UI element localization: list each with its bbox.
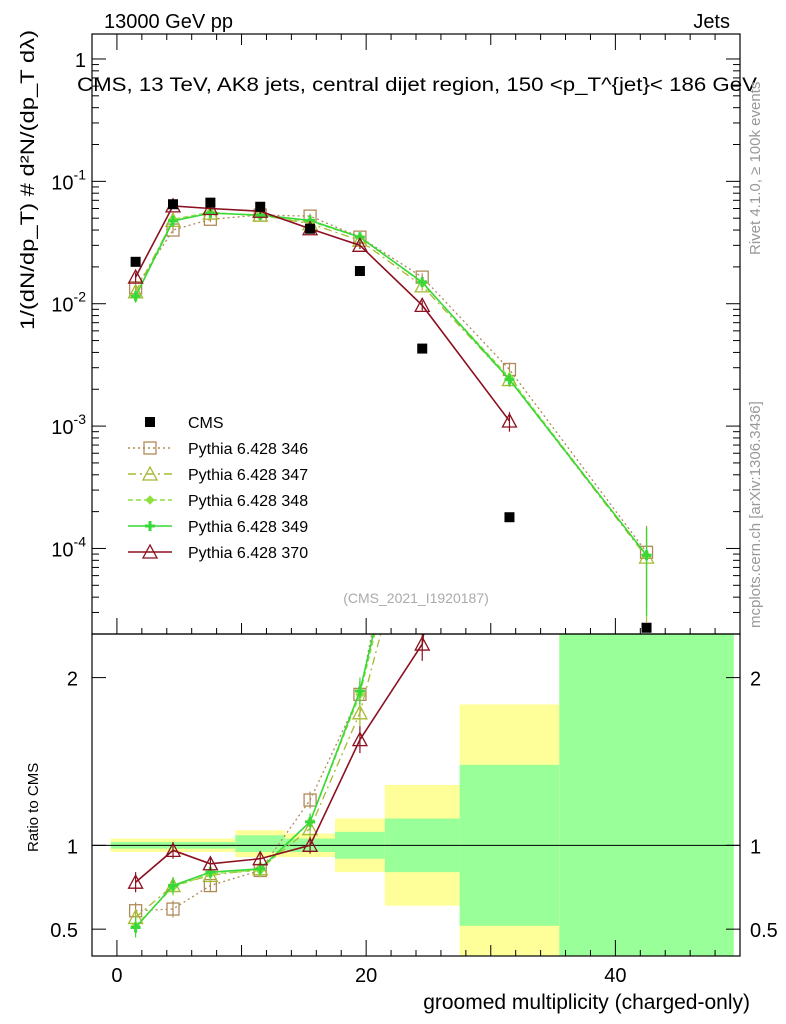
main-ytick-label-2: 10-2 bbox=[51, 289, 86, 317]
xtick-label-0: 0 bbox=[111, 965, 122, 987]
uncertainty-bands bbox=[92, 634, 740, 956]
ratio-ytick-label-left-0: 0.5 bbox=[50, 920, 78, 942]
ratio-point-1-5 bbox=[351, 704, 369, 720]
ratio-point-4-6 bbox=[414, 635, 431, 651]
cms-point-6 bbox=[417, 343, 428, 354]
main-point-4-6 bbox=[414, 296, 431, 312]
legend-label-1: Pythia 6.428 347 bbox=[188, 467, 308, 484]
main-ytick-label-4: 1 bbox=[75, 50, 86, 72]
ratio-point-4-0 bbox=[127, 873, 144, 889]
legend-label-cms: CMS bbox=[188, 415, 224, 432]
ratio-line-2 bbox=[135, 634, 376, 927]
main-point-3-4 bbox=[305, 215, 316, 226]
ratio-point-4-2 bbox=[202, 855, 219, 871]
band-inner-1 bbox=[235, 835, 286, 853]
main-ytick-label-1: 10-3 bbox=[51, 411, 86, 439]
legend-label-2: Pythia 6.428 348 bbox=[188, 493, 308, 510]
ratio-point-3-5 bbox=[354, 686, 365, 697]
ratio-ytick-label-left-2: 2 bbox=[67, 669, 78, 691]
ratio-point-4-4 bbox=[301, 836, 319, 852]
main-ytick-label-3: 10-1 bbox=[51, 166, 86, 194]
main-point-3-1 bbox=[168, 215, 178, 226]
ratio-point-3-1 bbox=[168, 880, 178, 891]
main-ytick-exp-1: -3 bbox=[74, 411, 87, 427]
main-series-layer bbox=[127, 197, 655, 633]
main-y-axis-label: 1/(dN/dp_T) # d²N/(dp_T dλ) bbox=[18, 30, 39, 330]
ratio-ytick-label-left-1: 1 bbox=[67, 836, 78, 858]
ratio-point-3-3 bbox=[255, 863, 266, 874]
main-ytick-exp-0: -4 bbox=[74, 533, 87, 549]
cms-point-4 bbox=[305, 223, 316, 234]
main-point-3-7 bbox=[504, 374, 515, 385]
ratio-line-4 bbox=[135, 634, 425, 883]
ratio-ytick-label-right-2: 2 bbox=[750, 669, 761, 691]
ratio-y-axis-label: Ratio to CMS bbox=[25, 763, 42, 852]
legend-marker-4 bbox=[141, 543, 159, 559]
main-ytick-label-0: 10-4 bbox=[51, 533, 86, 561]
ratio-point-0-4 bbox=[303, 793, 317, 807]
main-point-4-0 bbox=[127, 268, 144, 284]
cms-point-7 bbox=[504, 512, 515, 523]
main-line-2 bbox=[135, 211, 648, 557]
main-point-4-7 bbox=[501, 412, 518, 428]
cms-point-3 bbox=[255, 201, 266, 212]
ratio-ytick-label-right-1: 1 bbox=[750, 836, 761, 858]
ratio-point-4-5 bbox=[351, 731, 369, 747]
band-inner-6 bbox=[559, 634, 734, 956]
main-point-4-5 bbox=[351, 236, 369, 252]
main-line-0 bbox=[135, 214, 648, 553]
ratio-point-1-4 bbox=[301, 820, 319, 836]
legend-label-3: Pythia 6.428 349 bbox=[188, 519, 308, 536]
header-left: 13000 GeV pp bbox=[104, 11, 233, 33]
legend-label-0: Pythia 6.428 346 bbox=[188, 441, 308, 458]
main-point-4-2 bbox=[202, 200, 219, 216]
ratio-point-3-0 bbox=[130, 922, 141, 933]
cms-point-8 bbox=[641, 622, 652, 633]
ratio-point-4-1 bbox=[164, 841, 182, 857]
legend: CMS Pythia 6.428 346 Pythia 6.428 347 Pythi… bbox=[128, 415, 308, 562]
legend-marker-1 bbox=[141, 465, 159, 481]
x-axis-label: groomed multiplicity (charged-only) bbox=[423, 991, 750, 1014]
xtick-label-1: 20 bbox=[355, 965, 377, 987]
axis-ticks: 10-410-310-210-110.5 0.51 12 20 20 40 bbox=[50, 34, 778, 987]
mcplots-label: mcplots.cern.ch [arXiv:1306.3436] bbox=[747, 401, 764, 628]
ratio-ytick-label-right-0: 0.5 bbox=[750, 920, 778, 942]
main-point-3-6 bbox=[417, 277, 428, 288]
main-point-3-8 bbox=[641, 550, 652, 561]
main-ytick-exp-3: -1 bbox=[74, 166, 87, 182]
main-line-4 bbox=[134, 205, 511, 422]
legend-marker-3 bbox=[145, 521, 155, 531]
legend-marker-2 bbox=[145, 495, 155, 505]
main-ytick-exp-2: -2 bbox=[74, 289, 87, 305]
chart-title: CMS, 13 TeV, AK8 jets, central dijet reg… bbox=[77, 75, 757, 96]
ratio-point-3-4 bbox=[305, 816, 316, 827]
ratio-point-0-1 bbox=[166, 902, 180, 916]
legend-marker-0 bbox=[143, 441, 157, 455]
legend-label-4: Pythia 6.428 370 bbox=[188, 545, 308, 562]
cms-point-5 bbox=[354, 266, 365, 277]
cms-point-1 bbox=[168, 199, 178, 210]
main-plot-frame bbox=[91, 33, 741, 635]
cms-point-0 bbox=[130, 256, 141, 267]
ratio-point-4-3 bbox=[252, 850, 269, 866]
xtick-label-2: 40 bbox=[604, 965, 626, 987]
rivet-label: Rivet 4.1.0, ≥ 100k events bbox=[747, 82, 764, 255]
header-right: Jets bbox=[693, 11, 730, 33]
analysis-id: (CMS_2021_I1920187) bbox=[343, 590, 489, 606]
cms-point-2 bbox=[205, 197, 216, 208]
main-point-3-0 bbox=[130, 291, 141, 302]
ratio-series-layer bbox=[127, 634, 431, 938]
legend-marker-cms bbox=[145, 417, 155, 427]
